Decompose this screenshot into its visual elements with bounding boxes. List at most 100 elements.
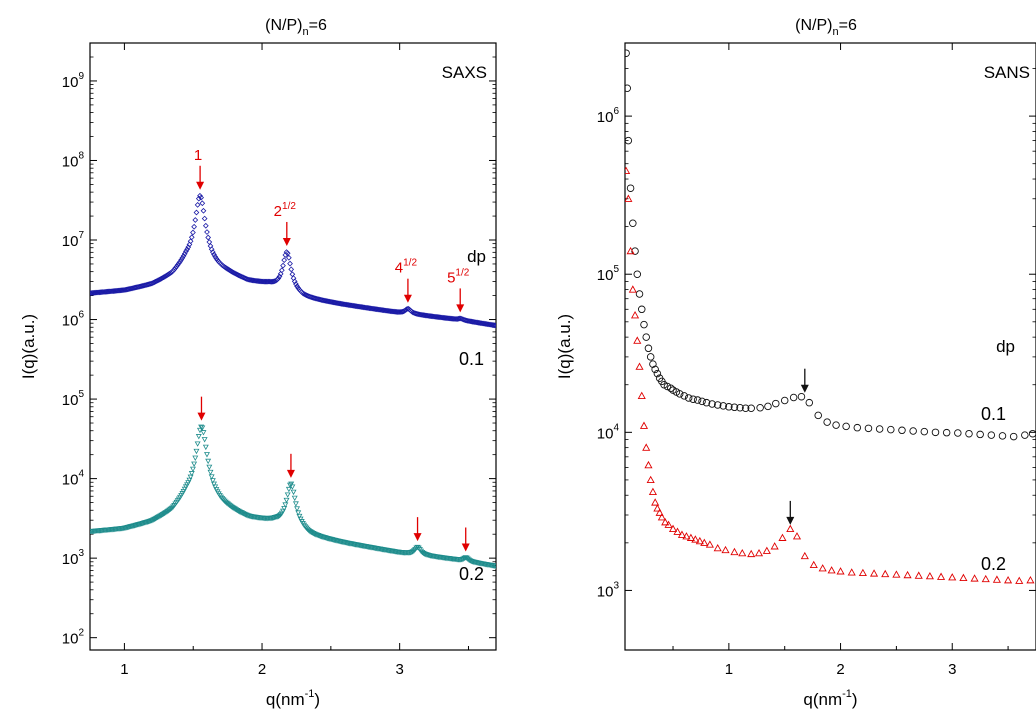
data-point [151,516,158,523]
series-label: 0.1 [459,349,484,369]
data-point [164,509,171,515]
data-series-0.1 [625,49,1036,441]
data-point [625,84,631,93]
data-point [948,573,957,581]
data-point [178,256,185,263]
data-point [809,560,818,569]
data-point [805,398,814,407]
data-point [287,260,293,267]
data-point [312,532,319,538]
data-point [153,515,160,521]
data-point [762,546,771,554]
data-point [205,458,212,465]
data-point [288,266,295,273]
y-tick-label: 102 [62,628,85,648]
data-point [864,424,873,433]
data-point [625,49,630,57]
data-point [970,574,979,582]
data-series-0.2 [625,166,1035,584]
data-point [633,270,642,278]
data-point [208,474,215,480]
data-point [207,469,214,476]
data-point [192,455,199,461]
peak-arrow [413,517,422,542]
data-point [171,266,178,273]
data-point [285,486,292,493]
data-point [630,311,640,319]
data-point [191,223,197,230]
data-point [823,418,831,426]
data-point [187,474,194,481]
data-point [702,398,711,407]
data-point [192,217,199,223]
data-point [847,568,856,576]
data-point [211,481,217,487]
data-point [887,425,895,434]
data-point [646,353,655,361]
y-tick-label: 103 [62,548,85,568]
data-point [667,384,675,393]
data-point [275,513,282,520]
data-point [635,362,644,370]
data-point [206,464,213,471]
data-point [721,545,730,554]
peak-arrow [282,221,291,246]
data-point [713,401,722,409]
data-point [460,556,467,563]
data-point [193,209,200,216]
data-point [259,278,265,285]
data-point [150,517,157,523]
data-point [818,564,827,572]
data-point [286,254,292,261]
data-point [280,262,286,269]
legend-title: dp [467,247,486,266]
data-point [167,506,174,512]
data-point [409,549,416,555]
data-point [789,393,798,402]
peak-index-label: 21/2 [274,201,297,220]
data-point [459,557,465,563]
data-point [198,194,204,201]
data-point [780,396,789,405]
data-point [152,516,159,522]
series-label: 0.1 [981,404,1006,424]
data-point [149,280,155,287]
data-point [695,536,704,545]
data-point [291,495,298,502]
data-point [165,508,172,514]
data-point [827,566,836,574]
data-point [881,569,890,578]
data-point [199,200,206,207]
x-tick-label: 3 [395,661,403,678]
peak-arrow [403,278,412,303]
data-point [713,543,722,552]
data-point [156,514,162,520]
data-point [208,246,215,253]
data-point [152,278,159,285]
data-point [708,400,716,408]
data-point [675,390,684,398]
data-point [271,278,278,285]
peak-arrow [197,396,206,421]
data-point [294,506,301,512]
data-point [493,322,496,329]
data-point [274,276,281,283]
data-point [284,250,291,257]
data-point [629,219,637,228]
sans-panel: 1 2 3 103 104 105 106 (N/P)n=6 q(nm-1) I(q)(a.u.)… [555,17,1036,709]
x-axis-label: q(nm-1) [803,688,857,709]
data-point [290,489,297,496]
data-point [651,498,660,506]
data-point [909,427,917,435]
data-point [992,575,1001,583]
data-point [281,257,288,264]
data-point [163,509,170,516]
data-point [174,262,181,268]
data-point [158,512,165,519]
data-point [295,510,302,516]
data-point [628,285,637,293]
data-point [159,512,166,518]
x-axis: 1 2 3 [120,43,469,678]
data-point [161,510,168,517]
data-point [642,443,651,451]
